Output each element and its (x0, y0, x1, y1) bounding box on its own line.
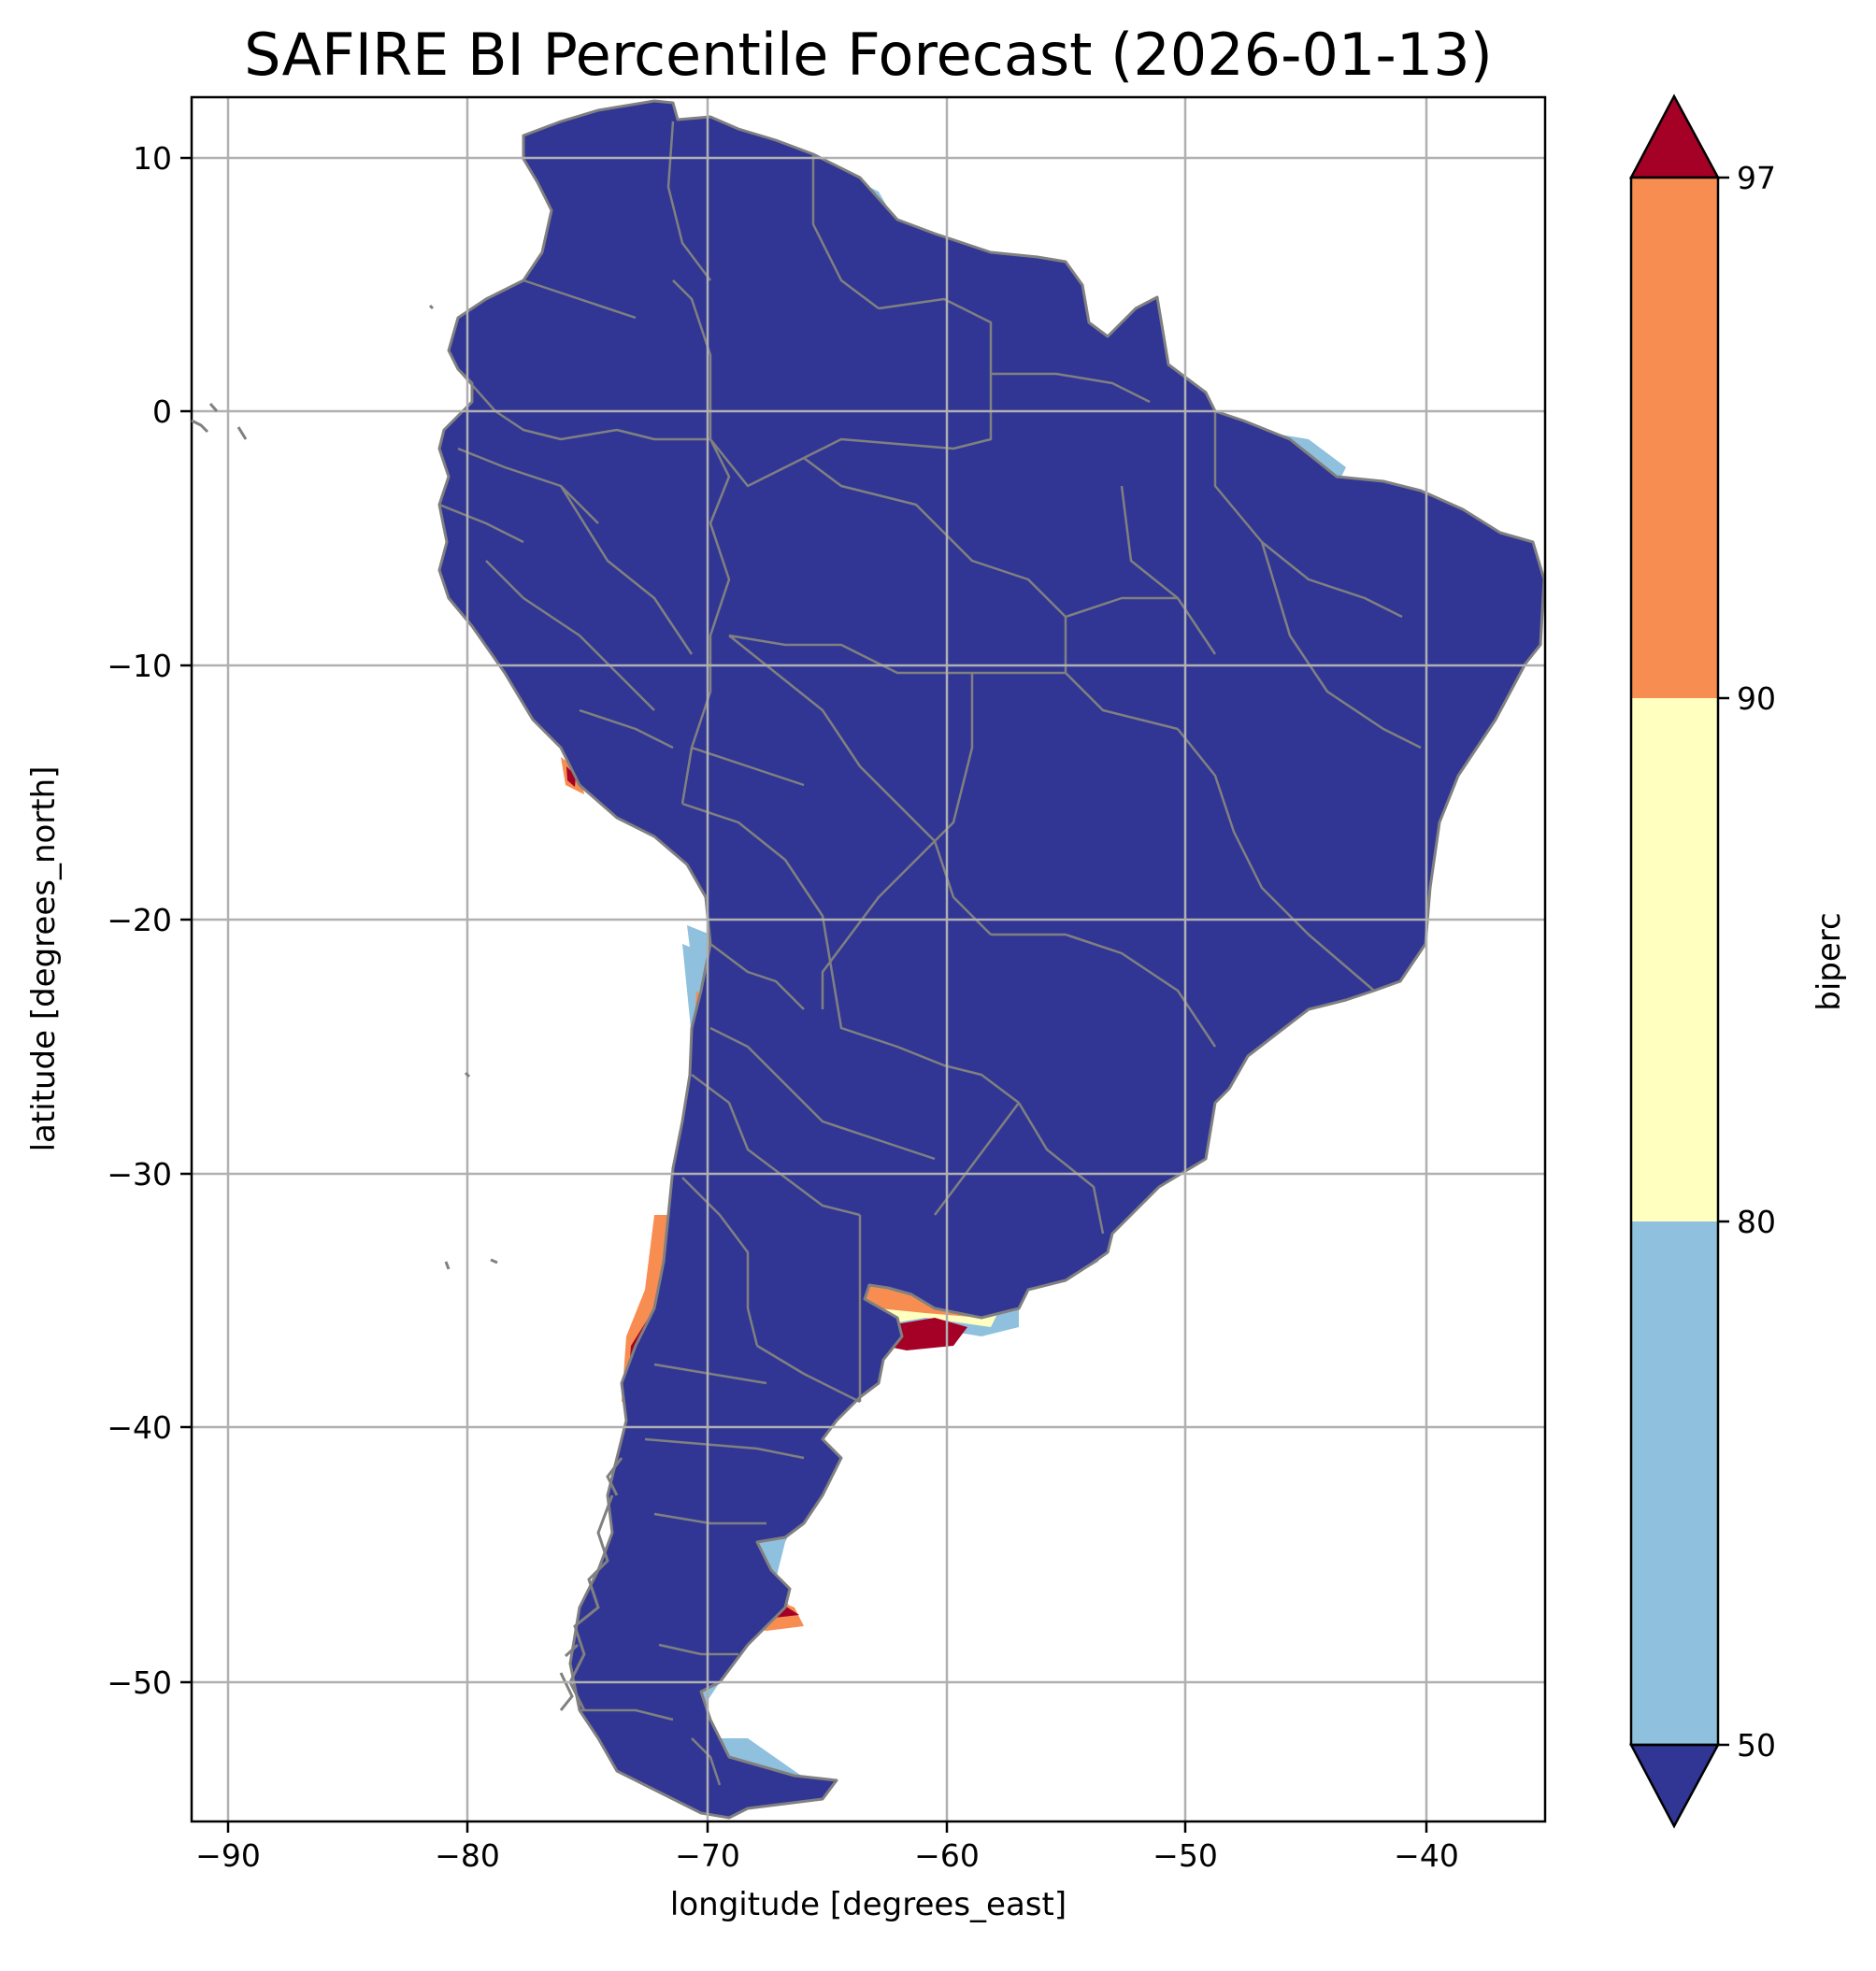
x-tick-label-m60: −60 (914, 1837, 980, 1874)
colorbar-frame (1629, 176, 1720, 1747)
axes-frame (190, 95, 1547, 1823)
region-pampas-core (879, 1318, 967, 1350)
colorbar-band-80-90 (1631, 698, 1718, 1221)
x-tick-label-m70: −70 (675, 1837, 740, 1874)
y-tick-label-m10: −10 (107, 648, 172, 684)
colorbar-tick-80: 80 (1737, 1204, 1776, 1240)
y-tick-label-0: 0 (152, 393, 172, 430)
colorbar-extend-bottom (1628, 1743, 1721, 1829)
x-tick-label-m90: −90 (195, 1837, 261, 1874)
colorbar-extend-top (1628, 93, 1721, 179)
y-tick-label-10: 10 (133, 140, 172, 177)
y-tick-label-m50: −50 (107, 1664, 172, 1701)
colorbar-tick-97: 97 (1737, 160, 1776, 196)
y-axis-label: latitude [degrees_north] (25, 766, 63, 1152)
colorbar-band-90-97 (1631, 178, 1718, 698)
grid (192, 97, 1545, 1821)
y-axis (180, 156, 192, 1684)
region-peru-coast-hot (566, 766, 576, 787)
offshore-islands (191, 304, 498, 1270)
x-axis-label: longitude [degrees_east] (670, 1886, 1067, 1923)
x-tick-label-m80: −80 (435, 1837, 500, 1874)
y-tick-label-m40: −40 (107, 1409, 172, 1446)
y-tick-label-m30: −30 (107, 1156, 172, 1193)
colorbar-tick-50: 50 (1737, 1727, 1776, 1764)
map-title: SAFIRE BI Percentile Forecast (2026-01-1… (244, 21, 1493, 89)
x-axis (226, 1821, 1428, 1833)
colorbar-label: biperc (1811, 912, 1848, 1010)
admin-boundaries (438, 121, 1422, 1786)
x-tick-label-m50: −50 (1153, 1837, 1218, 1874)
colorbar: 97 90 80 50 biperc (1628, 93, 1848, 1829)
colorbar-band-50-80 (1631, 1221, 1718, 1745)
x-tick-label-m40: −40 (1394, 1837, 1459, 1874)
chile-fjord-islands (559, 1457, 623, 1711)
y-tick-label-m20: −20 (107, 902, 172, 938)
colorbar-tick-90: 90 (1737, 680, 1776, 717)
map-axes: −90 −80 −70 −60 −50 −40 longitude [degre… (25, 95, 1547, 1923)
